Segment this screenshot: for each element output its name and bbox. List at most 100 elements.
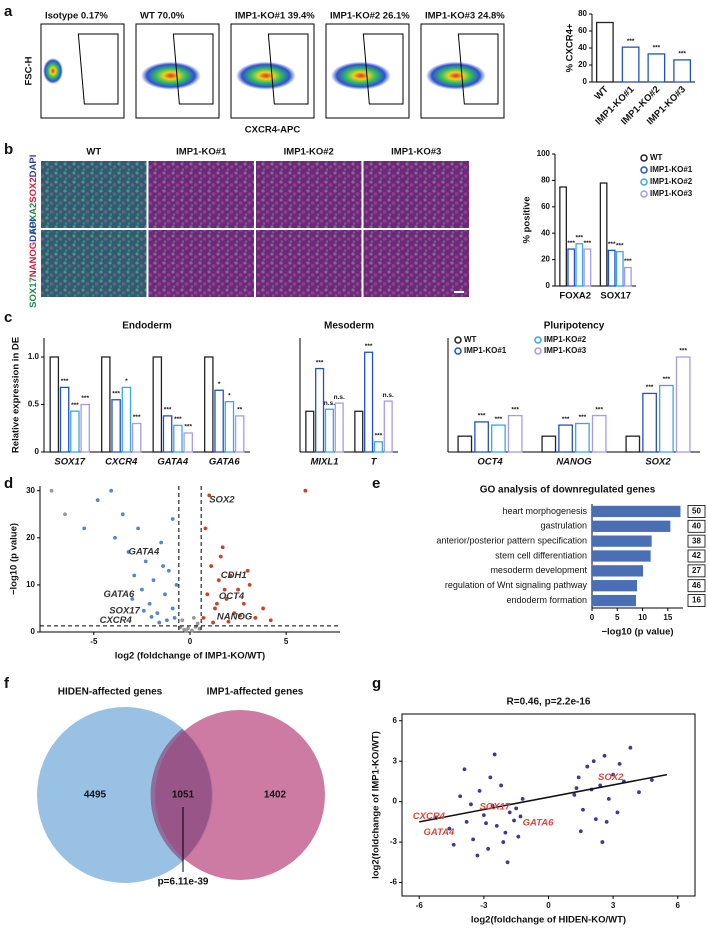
micrograph-texture — [148, 161, 254, 228]
significance: *** — [653, 45, 661, 52]
category-label: OCT4 — [477, 457, 503, 468]
significance: * — [218, 381, 221, 388]
micrograph-texture — [148, 230, 254, 297]
point — [136, 526, 140, 531]
bar — [173, 424, 183, 453]
point — [209, 564, 214, 568]
point — [581, 807, 585, 812]
point — [166, 568, 171, 573]
point — [207, 493, 212, 498]
bar — [224, 400, 235, 453]
y-tick-label: 0 — [35, 447, 40, 456]
count-label: 40 — [692, 521, 701, 530]
bar — [70, 410, 80, 453]
point — [469, 802, 473, 807]
point — [247, 583, 252, 587]
set-label: IMP1-affected genes — [207, 687, 304, 698]
bar — [675, 356, 691, 453]
point — [611, 772, 616, 777]
point — [236, 587, 240, 592]
gene-label: SOX2 — [598, 772, 624, 783]
point — [600, 840, 605, 844]
point — [516, 834, 521, 839]
count-label: 42 — [692, 551, 701, 560]
count-box — [687, 549, 706, 563]
count-box — [687, 519, 706, 533]
significance: * — [228, 392, 231, 399]
point — [591, 759, 596, 764]
bar — [607, 249, 616, 287]
legend-label: IMP1-KO#3 — [544, 346, 587, 355]
x-tick-label: 5 — [615, 613, 620, 622]
panel-letter: f — [4, 675, 10, 692]
x-tick-label: -6 — [416, 901, 424, 910]
bar — [234, 415, 245, 453]
point — [216, 578, 221, 583]
plot-frame — [401, 713, 696, 897]
significance: *** — [365, 343, 373, 350]
x-tick-label: -5 — [90, 637, 98, 646]
legend-label: IMP1-KO#2 — [650, 177, 693, 186]
point — [615, 810, 620, 815]
point — [602, 753, 607, 758]
significance: n.s. — [324, 400, 335, 407]
point — [113, 535, 117, 540]
point — [161, 564, 165, 568]
bar — [592, 505, 681, 518]
bar — [121, 386, 132, 453]
bar — [354, 410, 364, 453]
y-tick-label: 10 — [26, 580, 35, 589]
point — [130, 597, 135, 601]
y-tick-label: -3 — [390, 837, 398, 846]
bar — [474, 421, 489, 453]
micrograph-texture — [41, 230, 147, 297]
bar — [111, 399, 121, 453]
plot-label: WT 70.0% — [140, 11, 185, 22]
point — [481, 813, 486, 818]
point — [462, 767, 467, 772]
bar — [373, 441, 383, 453]
y-axis-label: % CXCR4+ — [565, 23, 576, 72]
significance: *** — [663, 376, 671, 383]
y-tick-label: 20 — [578, 60, 587, 69]
count-box — [687, 594, 706, 607]
y-axis-label: FSC-H — [24, 56, 35, 85]
x-tick-label: 15 — [663, 613, 672, 622]
point — [458, 794, 463, 799]
point — [507, 810, 512, 815]
point — [147, 601, 152, 606]
p-value: p=6.11e-39 — [158, 877, 209, 888]
column-label: WT — [86, 147, 101, 158]
row-label-part: SOX2 — [28, 177, 39, 202]
y-tick-label: 0 — [393, 797, 398, 806]
row-label-part: DAPI — [28, 155, 39, 178]
point — [488, 775, 493, 780]
point — [464, 819, 469, 824]
bar — [204, 356, 214, 453]
plot-label: IMP1-KO#1 39.4% — [235, 11, 315, 22]
category-label: heart morphogenesis — [502, 506, 587, 516]
bar — [595, 21, 614, 83]
count-box — [687, 505, 706, 518]
significance: *** — [576, 234, 584, 241]
y-axis-label: log2(foldchange of IMP1-KO/WT) — [371, 731, 382, 879]
point — [203, 526, 208, 531]
x-axis-label: −log10 (p value) — [601, 627, 673, 638]
point — [477, 788, 482, 793]
overlap-count: 1051 — [172, 790, 195, 801]
category-label: mesoderm development — [490, 565, 587, 575]
gene-label: SOX17 — [480, 802, 511, 813]
y-tick-label: 6 — [393, 716, 398, 725]
micrograph-texture — [256, 230, 362, 297]
point — [143, 559, 148, 564]
bar — [131, 422, 142, 453]
y-tick-label: 0 — [31, 627, 36, 636]
cell-population — [43, 58, 63, 84]
x-tick-label: 0 — [546, 901, 551, 910]
bar — [592, 565, 644, 577]
bar — [591, 414, 607, 453]
significance: *** — [511, 406, 519, 413]
significance: *** — [584, 240, 592, 247]
point — [578, 829, 583, 834]
